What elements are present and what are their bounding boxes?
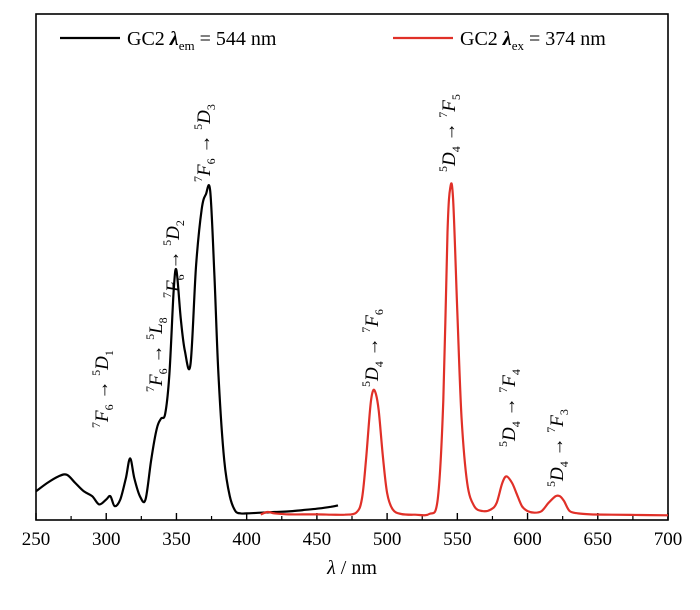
x-tick-label: 400: [232, 529, 261, 550]
x-tick-label: 350: [162, 529, 191, 550]
annotation-4: 7F6 → 5D3: [191, 104, 218, 182]
annotation-3: 7F6 → 5D2: [160, 220, 187, 298]
annotation-5: 5D4 → 7F6: [359, 309, 386, 387]
svg-text:5D4 → 7F6: 5D4 → 7F6: [359, 309, 386, 387]
x-tick-label: 550: [443, 529, 472, 550]
svg-text:7F6 → 5L8: 7F6 → 5L8: [143, 317, 170, 392]
x-axis-title: λ / nm: [326, 557, 377, 579]
legend-entry-2: GC2 λex = 374 nm: [460, 28, 606, 53]
series-line-2: [260, 182, 669, 517]
x-tick-label: 700: [654, 529, 683, 550]
svg-text:7F6 → 5D3: 7F6 → 5D3: [191, 104, 218, 182]
svg-text:5D4 → 7F4: 5D4 → 7F4: [496, 369, 523, 447]
svg-text:5D4 → 7F5: 5D4 → 7F5: [436, 94, 463, 172]
annotation-7: 5D4 → 7F4: [496, 369, 523, 447]
series-line-1: [35, 184, 339, 515]
x-tick-label: 300: [92, 529, 121, 550]
annotation-1: 7F6 → 5D1: [89, 350, 116, 428]
legend-entry-1: GC2 λem = 544 nm: [127, 28, 277, 53]
x-tick-label: 450: [303, 529, 332, 550]
series-layer: [35, 182, 669, 517]
svg-text:7F6 → 5D2: 7F6 → 5D2: [160, 220, 187, 298]
annotation-8: 5D4 → 7F3: [544, 409, 571, 487]
transition-annotations: 7F6 → 5D1 7F6 → 5L8 7F6 → 5D2 7F6 → 5D3 5D4 …: [89, 94, 571, 487]
svg-text:5D4 → 7F3: 5D4 → 7F3: [544, 409, 571, 487]
legend: GC2 λem = 544 nm GC2 λex = 374 nm: [60, 28, 606, 53]
plot-frame: [35, 13, 669, 521]
x-tick-label: 650: [584, 529, 613, 550]
x-tick-label: 250: [22, 529, 51, 550]
x-axis-ticks: 250 300 350 400 450 500 550 600 650 700: [22, 513, 683, 550]
svg-text:7F6 → 5D1: 7F6 → 5D1: [89, 350, 116, 428]
annotation-2: 7F6 → 5L8: [143, 317, 170, 392]
x-tick-label: 600: [513, 529, 542, 550]
x-tick-label: 500: [373, 529, 402, 550]
annotation-6: 5D4 → 7F5: [436, 94, 463, 172]
